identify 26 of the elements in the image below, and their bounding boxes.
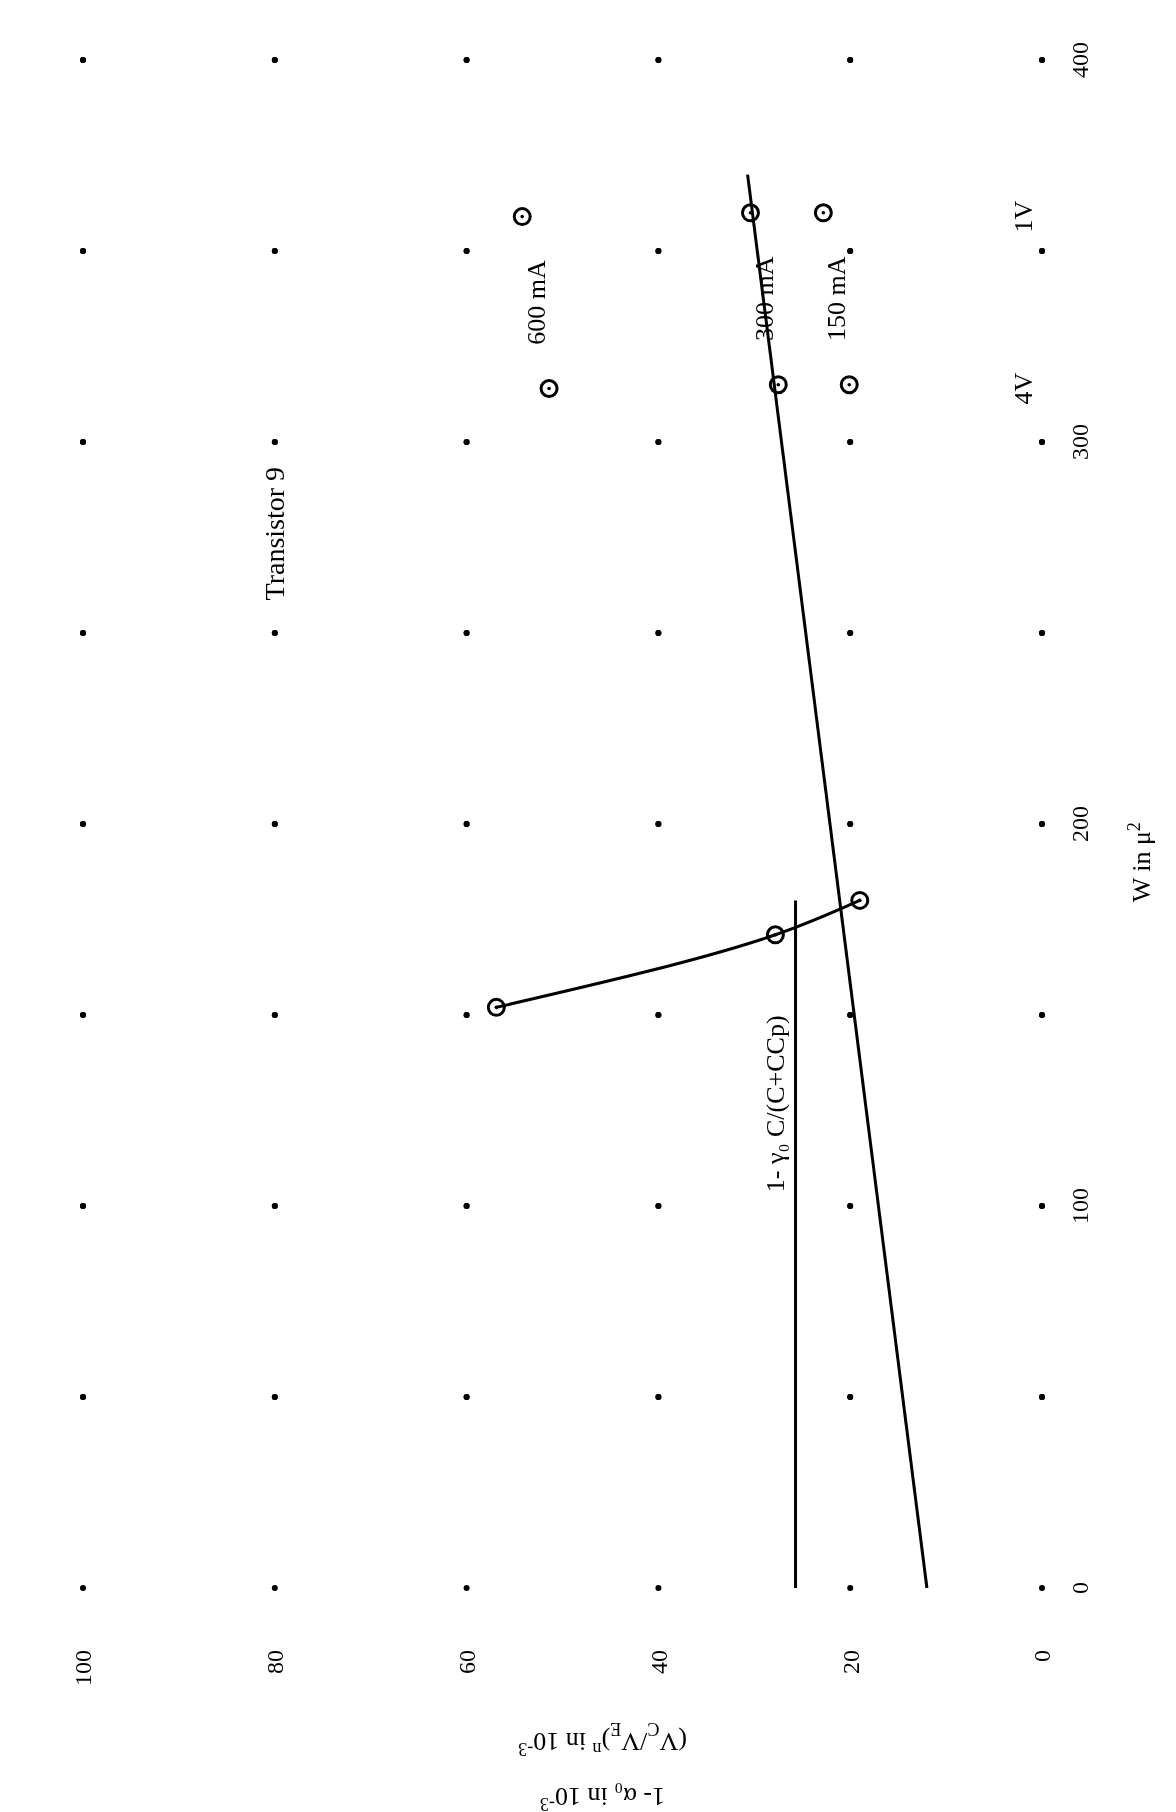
x-tick-label: 100 [70,1650,97,1686]
y-tick-label: 0 [1067,1582,1093,1594]
point [768,375,788,395]
point [740,203,760,223]
y-tick-label: 400 [1067,42,1093,78]
text: Transistor 9 [258,466,290,601]
point [839,375,859,395]
text: 600 mA [521,260,551,345]
annotation: 4V [1009,372,1038,405]
point [539,379,559,399]
text: 150 mA [822,256,852,341]
point [813,203,833,223]
y-tick-label: 200 [1067,806,1093,842]
point [486,997,506,1017]
x-tick-label: 80 [262,1650,289,1674]
point [850,890,870,910]
x-tick-label: 20 [837,1650,864,1674]
x-tick-label: 0 [1029,1650,1056,1662]
text: 1- γ₀ C/(C+CCp) [760,1015,790,1193]
y-tick-label: 300 [1067,424,1093,460]
x-tick-label: 60 [454,1650,480,1674]
x-tick-label: 40 [645,1650,672,1674]
y-tick-label: 100 [1067,1188,1093,1224]
annotation: 1V [1009,200,1038,233]
point [512,207,532,227]
point [765,925,785,945]
